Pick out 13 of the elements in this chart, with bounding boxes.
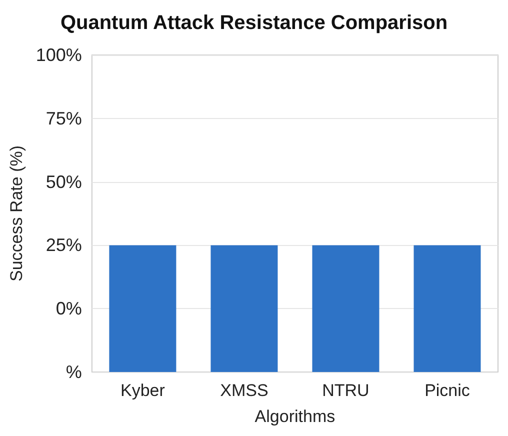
y-tick-label: 25% [46, 235, 82, 256]
y-tick-label: % [66, 362, 82, 382]
y-tick-label: 50% [46, 172, 82, 192]
y-tick-label: 100% [36, 45, 82, 65]
y-tick-label: 0% [56, 298, 82, 319]
y-tick-label: 75% [46, 108, 82, 128]
chart-title: Quantum Attack Resistance Comparison [60, 12, 448, 34]
x-tick-label: Picnic [424, 381, 470, 400]
x-axis-title: Algorithms [254, 407, 336, 426]
x-tick-label: NTRU [322, 381, 370, 400]
y-axis-title: Success Rate (%) [7, 145, 26, 282]
x-tick-label: Kyber [120, 381, 166, 400]
x-tick-label: XMSS [220, 381, 268, 400]
